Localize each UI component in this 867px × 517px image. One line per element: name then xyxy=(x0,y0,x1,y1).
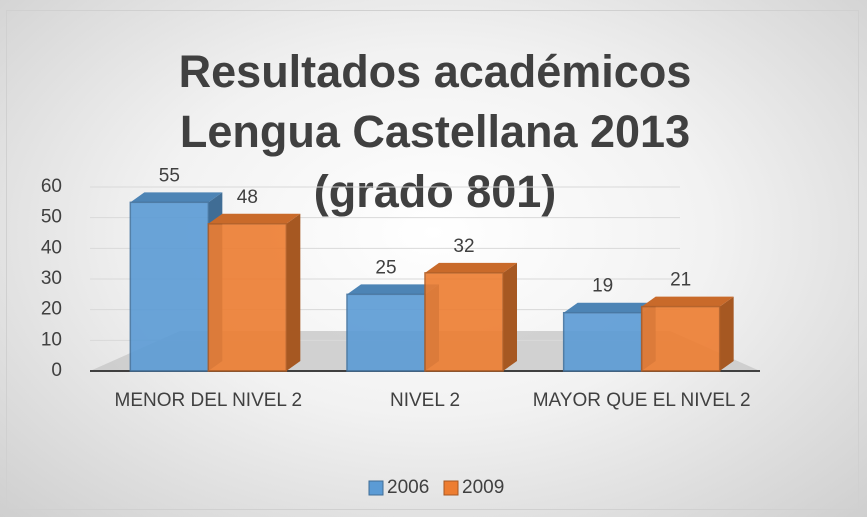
bar-top xyxy=(641,296,734,307)
bar-side xyxy=(286,213,301,371)
y-tick-label: 30 xyxy=(41,268,62,289)
bar-top xyxy=(208,213,301,224)
bar xyxy=(640,296,734,372)
data-label: 21 xyxy=(670,270,691,291)
bar-front xyxy=(129,201,210,372)
data-label: 32 xyxy=(453,236,474,257)
y-tick-label: 50 xyxy=(41,207,62,228)
bar-top xyxy=(563,302,656,313)
y-tick-label: 10 xyxy=(41,329,62,350)
bar-top xyxy=(130,192,223,203)
bar-top xyxy=(425,262,517,273)
y-tick-label: 20 xyxy=(41,299,62,320)
bar-side xyxy=(503,262,517,371)
y-tick-label: 0 xyxy=(51,360,62,381)
legend-swatch xyxy=(443,480,459,496)
bar-front xyxy=(207,223,288,372)
bar xyxy=(207,213,301,372)
data-label: 48 xyxy=(237,187,258,208)
bar xyxy=(424,262,517,372)
bar xyxy=(346,284,439,372)
bar xyxy=(562,302,656,372)
y-tick-label: 60 xyxy=(41,176,62,197)
data-label: 55 xyxy=(159,165,180,186)
bar-front xyxy=(562,311,643,372)
x-tick-label: NIVEL 2 xyxy=(389,390,461,411)
data-label: 19 xyxy=(592,276,613,297)
bar-front xyxy=(424,272,504,372)
legend-label: 2009 xyxy=(462,477,504,498)
chart-frame xyxy=(6,10,859,510)
data-label: 25 xyxy=(375,257,396,278)
x-tick-label: MENOR DEL NIVEL 2 xyxy=(114,390,303,411)
chart-title: Resultados académicos Lengua Castellana … xyxy=(178,46,692,217)
legend-swatch xyxy=(368,480,384,496)
bar-front xyxy=(640,305,721,372)
bar-side xyxy=(719,296,734,371)
bar-front xyxy=(346,293,426,372)
x-tick-label: MAYOR QUE EL NIVEL 2 xyxy=(532,390,751,411)
legend-label: 2006 xyxy=(387,477,429,498)
y-tick-label: 40 xyxy=(41,237,62,258)
bar-top xyxy=(347,284,439,295)
